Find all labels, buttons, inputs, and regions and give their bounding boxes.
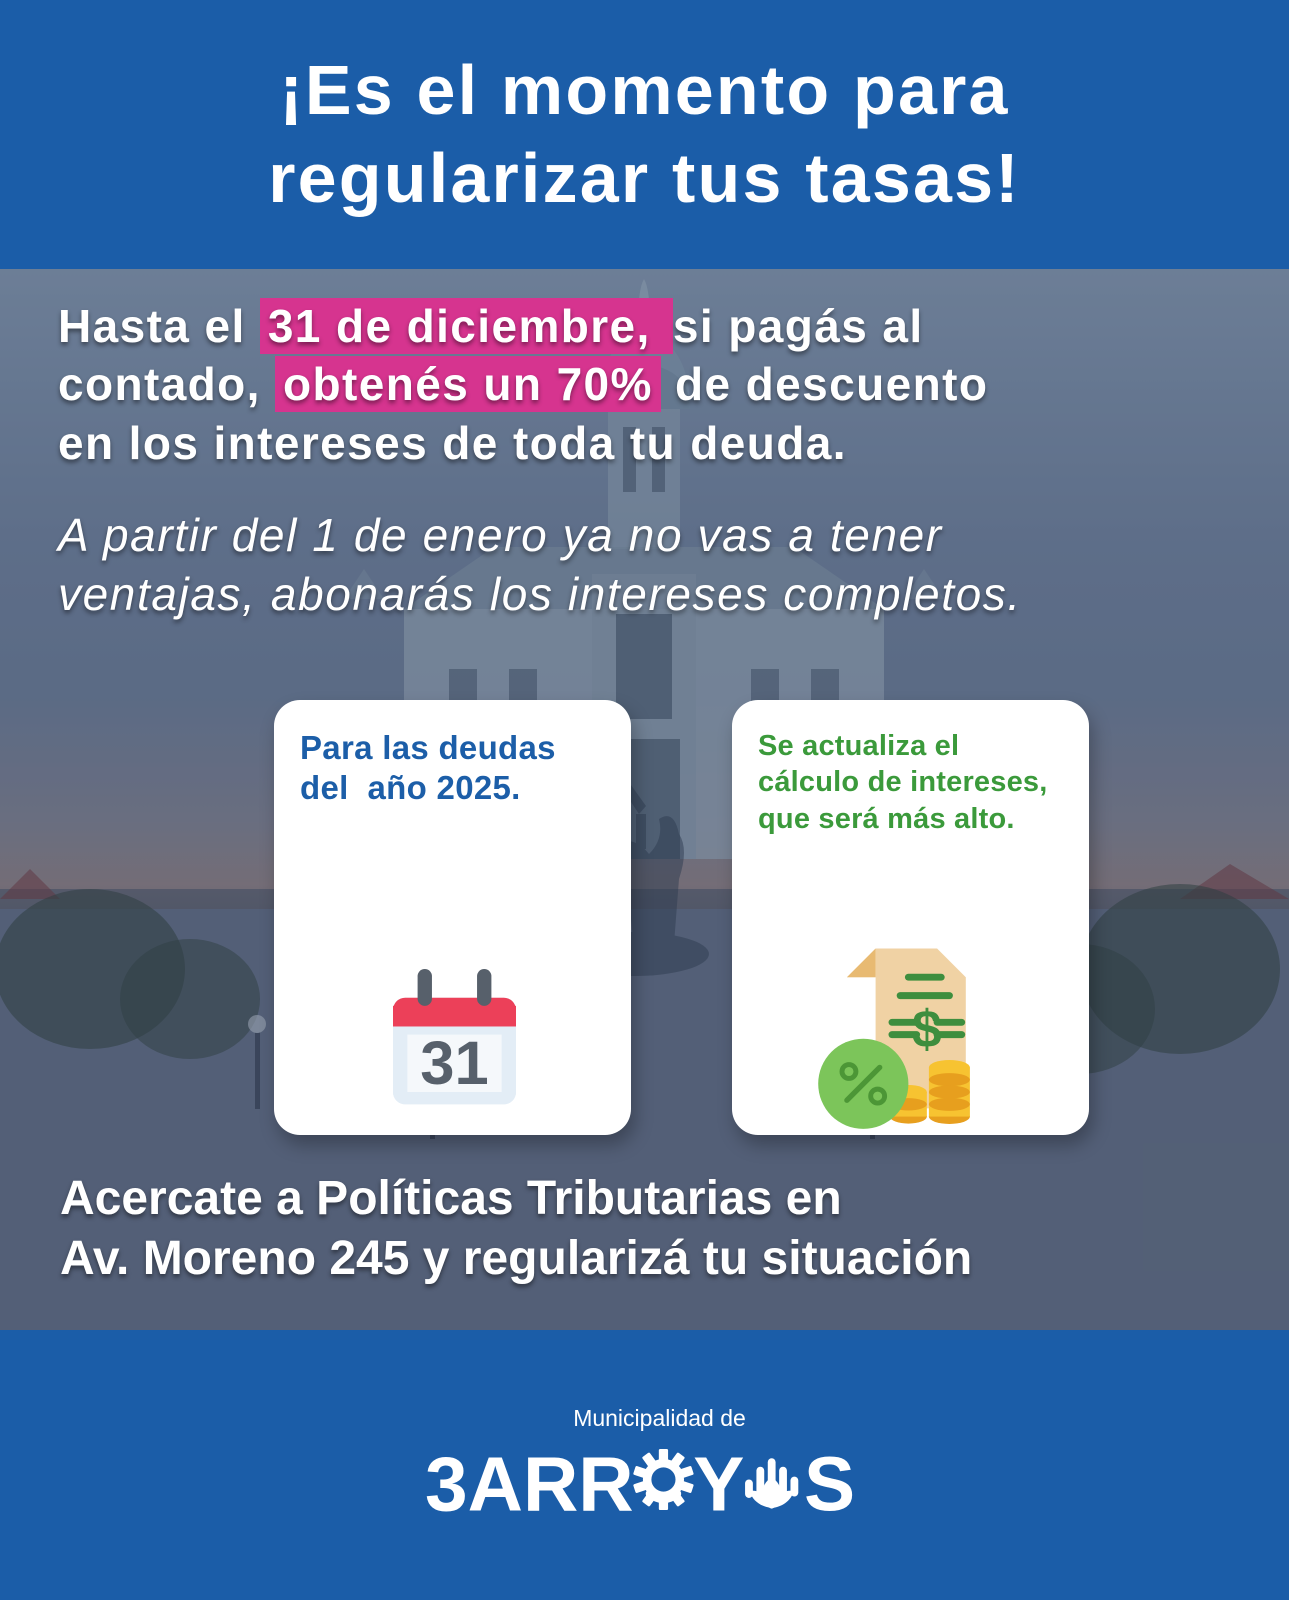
svg-text:3ARR: 3ARR <box>425 1443 634 1525</box>
svg-text:S: S <box>803 1443 854 1525</box>
svg-text:31: 31 <box>420 1029 488 1098</box>
svg-text:$: $ <box>912 1000 942 1059</box>
svg-text:Y: Y <box>693 1443 744 1525</box>
